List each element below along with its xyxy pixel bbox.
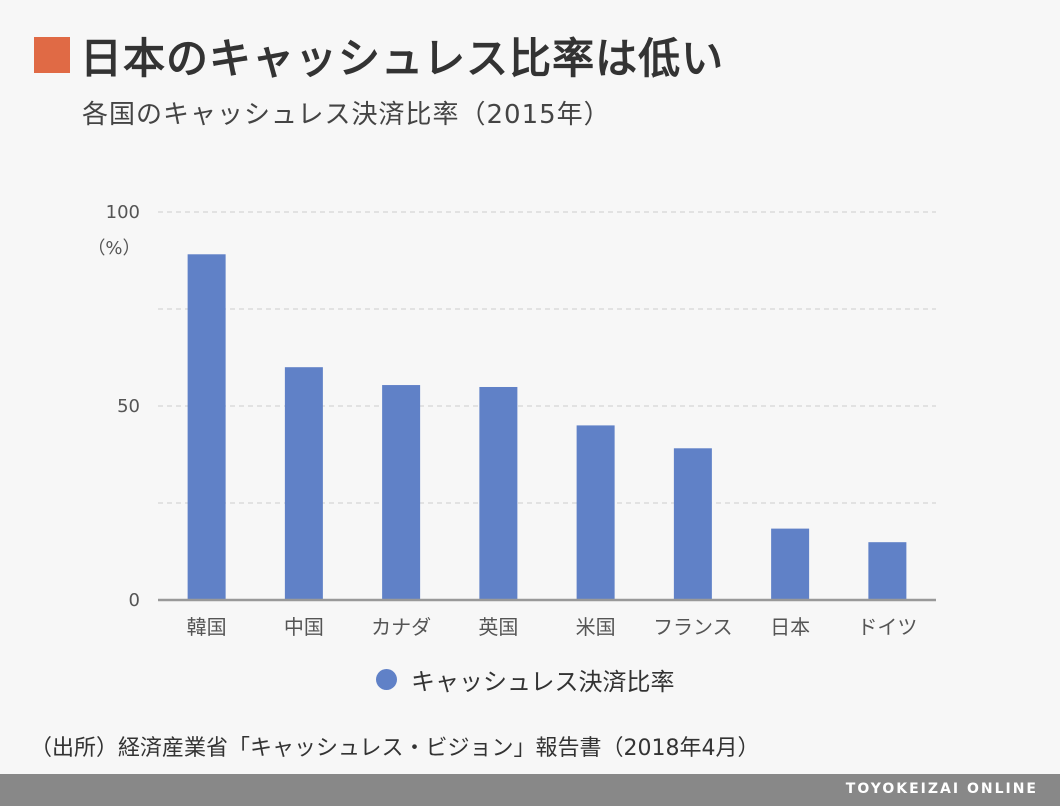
x-tick-label: 英国: [478, 615, 518, 639]
footer-bar: TOYOKEIZAI ONLINE: [0, 774, 1060, 806]
x-tick-label: カナダ: [371, 615, 431, 639]
title-row: 日本のキャッシュレス比率は低い: [34, 30, 724, 83]
bar-1: [187, 254, 226, 601]
y-axis-unit-label: （%）: [87, 238, 140, 259]
x-tick-label: 日本: [770, 615, 810, 639]
legend: キャッシュレス決済比率: [376, 662, 675, 697]
y-tick-label: 0: [129, 590, 140, 611]
chart-subtitle: 各国のキャッシュレス決済比率（2015年）: [82, 100, 611, 130]
bar-6: [673, 448, 712, 600]
x-tick-label: 韓国: [187, 615, 227, 639]
bar-3: [382, 385, 421, 600]
bar-chart: 0 50 100 （%） 韓国 中国 カナダ 英国 米国 フランス 日本 ドイツ: [87, 202, 936, 639]
title-accent-square: [34, 37, 70, 73]
chart-title: 日本のキャッシュレス比率は低い: [80, 33, 725, 83]
bar-8: [868, 542, 907, 600]
brand-label: TOYOKEIZAI ONLINE: [845, 781, 1038, 797]
bar-5: [576, 425, 615, 600]
x-tick-label: 中国: [284, 615, 324, 639]
bar-2: [284, 367, 323, 600]
y-tick-label: 100: [106, 202, 140, 223]
bar-4: [479, 386, 518, 600]
legend-label: キャッシュレス決済比率: [411, 668, 675, 696]
source-note: （出所）経済産業省「キャッシュレス・ビジョン」報告書（2018年4月）: [30, 736, 760, 761]
bar-7: [771, 528, 810, 600]
x-tick-label: フランス: [653, 615, 733, 639]
x-tick-label: ドイツ: [857, 615, 917, 639]
legend-marker: [376, 669, 397, 690]
x-tick-label: 米国: [576, 615, 616, 639]
y-tick-label: 50: [117, 396, 140, 417]
